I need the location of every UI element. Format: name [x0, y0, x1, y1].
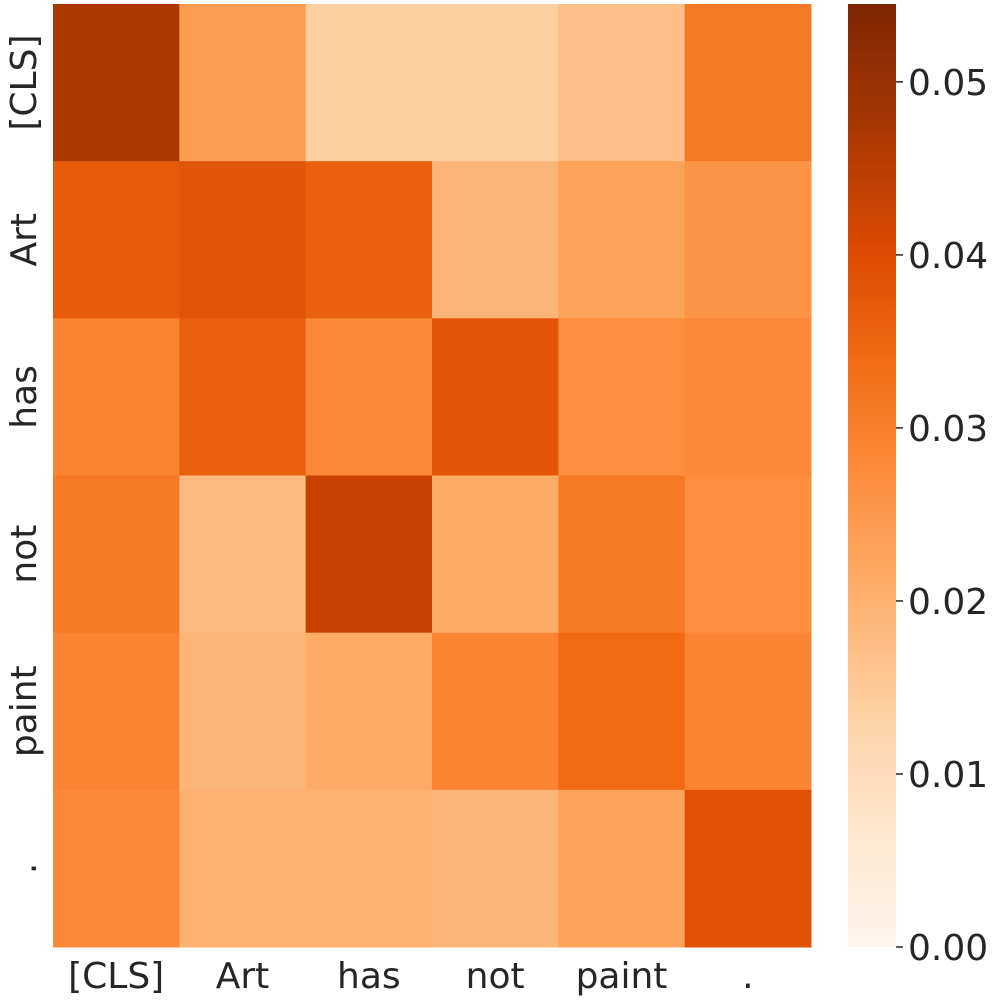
heatmap-cell	[684, 318, 812, 476]
heatmap-cell	[305, 161, 433, 319]
y-tick-label: has	[4, 365, 45, 429]
heatmap-cell	[179, 632, 307, 791]
heatmap-cell	[558, 475, 686, 634]
heatmap-cell	[179, 4, 307, 162]
heatmap-cell	[684, 789, 812, 948]
heatmap-cell	[305, 632, 433, 791]
heatmap-cell	[684, 632, 812, 791]
heatmap-cell	[558, 161, 686, 319]
heatmap-cell	[179, 475, 307, 634]
colorbar-gradient	[848, 4, 896, 947]
y-tick-label: not	[4, 525, 45, 584]
heatmap-cell	[558, 789, 686, 948]
colorbar-tick-label: 0.05	[908, 63, 988, 104]
heatmap-cell	[432, 318, 559, 476]
colorbar-ticks: 0.00 0.01 0.02 0.03 0.04 0.05	[896, 63, 988, 969]
heatmap-cell	[432, 475, 559, 634]
heatmap-cells	[53, 4, 812, 948]
heatmap-cell	[53, 632, 180, 791]
heatmap-cell	[558, 632, 686, 791]
x-tick-label: has	[337, 956, 401, 997]
heatmap-cell	[558, 318, 686, 476]
heatmap-cell	[305, 789, 433, 948]
y-tick-label: paint	[4, 665, 45, 757]
y-tick-label: .	[4, 863, 45, 874]
x-tick-label: Art	[216, 956, 270, 997]
heatmap-cell	[305, 4, 433, 162]
heatmap-cell	[53, 318, 180, 476]
heatmap-cell	[53, 789, 180, 948]
x-axis-tick-labels: [CLS] Art has not paint.	[68, 956, 753, 997]
x-tick-label: not	[466, 956, 525, 997]
colorbar-tick-label: 0.04	[908, 236, 988, 277]
heatmap-cell	[432, 632, 559, 791]
heatmap-cell	[305, 475, 433, 634]
heatmap-cell	[53, 161, 180, 319]
colorbar-tick-label: 0.00	[908, 928, 988, 969]
heatmap-cell	[432, 161, 559, 319]
colorbar: 0.00 0.01 0.02 0.03 0.04 0.05	[848, 4, 988, 969]
heatmap-cell	[179, 161, 307, 319]
heatmap-cell	[684, 4, 812, 162]
heatmap-cell	[432, 789, 559, 948]
heatmap-cell	[684, 161, 812, 319]
heatmap-cell	[179, 789, 307, 948]
y-axis-tick-labels: [CLS] Art has not paint.	[4, 35, 45, 875]
x-tick-label: .	[742, 956, 753, 997]
heatmap-cell	[432, 4, 559, 162]
y-tick-label: Art	[4, 213, 45, 267]
heatmap-cell	[305, 318, 433, 476]
y-tick-label: [CLS]	[4, 35, 45, 131]
heatmap-cell	[53, 4, 180, 162]
heatmap-cell	[684, 475, 812, 634]
colorbar-tick-label: 0.03	[908, 409, 988, 450]
heatmap-cell	[179, 318, 307, 476]
x-tick-label: paint	[576, 956, 668, 997]
heatmap-cell	[558, 4, 686, 162]
colorbar-tick-label: 0.02	[908, 582, 988, 623]
colorbar-tick-label: 0.01	[908, 755, 988, 796]
x-tick-label: [CLS]	[68, 956, 164, 997]
heatmap-cell	[53, 475, 180, 634]
